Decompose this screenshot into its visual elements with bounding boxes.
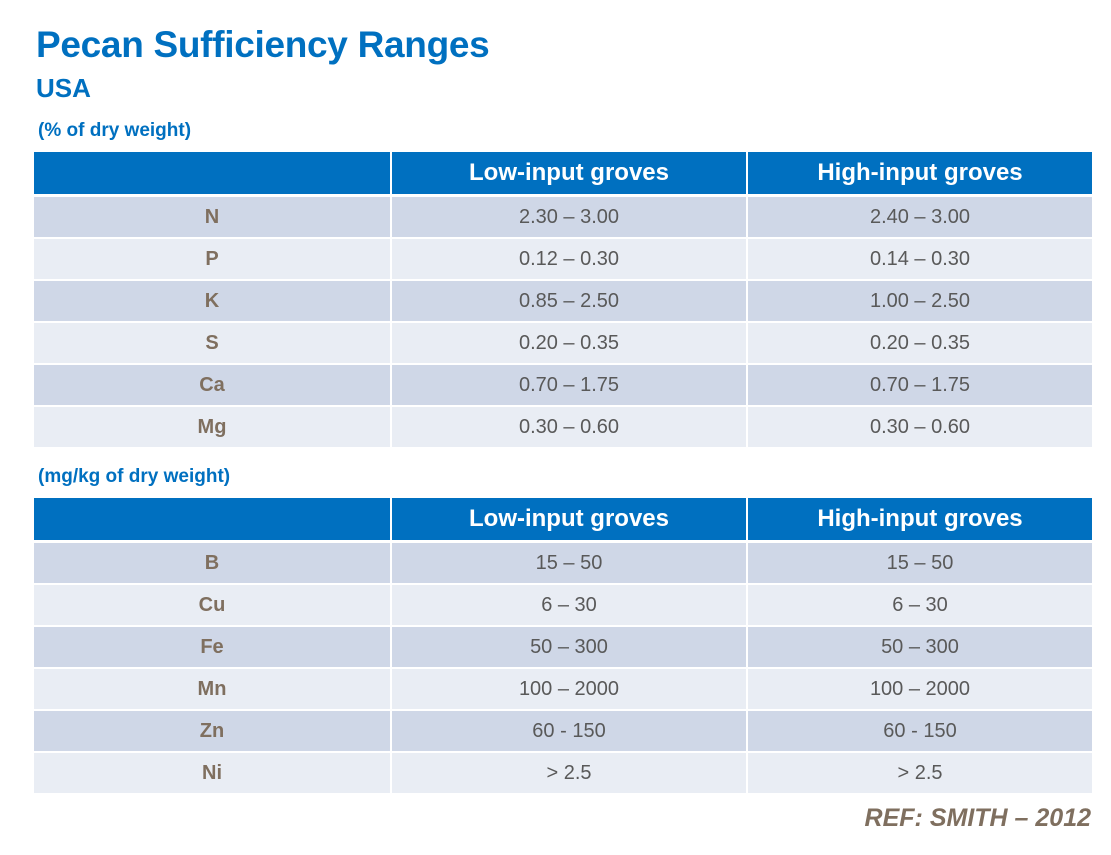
high-input-value: 50 – 300 [746,627,1092,669]
page-subtitle: USA [36,73,91,103]
table1-unit-label: (% of dry weight) [38,120,192,141]
table-row: Ni > 2.5 > 2.5 [34,753,1092,795]
table-row: P 0.12 – 0.30 0.14 – 0.30 [34,239,1092,281]
low-input-value: 0.20 – 0.35 [390,323,746,365]
high-input-value: 60 - 150 [746,711,1092,753]
high-input-value: 2.40 – 3.00 [746,197,1092,239]
header-high-input: High-input groves [746,152,1092,197]
high-input-value: 0.20 – 0.35 [746,323,1092,365]
low-input-value: 100 – 2000 [390,669,746,711]
page-title: Pecan Sufficiency Ranges [36,24,490,65]
header-nutrient [34,498,390,543]
table-row: B 15 – 50 15 – 50 [34,543,1092,585]
low-input-value: 0.70 – 1.75 [390,365,746,407]
nutrient-cell: Fe [34,627,390,669]
nutrient-cell: Cu [34,585,390,627]
low-input-value: > 2.5 [390,753,746,795]
high-input-value: 100 – 2000 [746,669,1092,711]
header-nutrient [34,152,390,197]
reference-citation: REF: SMITH – 2012 [864,804,1091,832]
percent-dry-weight-table: Low-input groves High-input groves N 2.3… [34,152,1092,449]
nutrient-cell: N [34,197,390,239]
low-input-value: 2.30 – 3.00 [390,197,746,239]
high-input-value: 0.14 – 0.30 [746,239,1092,281]
low-input-value: 60 - 150 [390,711,746,753]
table-row: Zn 60 - 150 60 - 150 [34,711,1092,753]
table2-unit-label: (mg/kg of dry weight) [38,466,231,487]
table-header-row: Low-input groves High-input groves [34,498,1092,543]
low-input-value: 0.85 – 2.50 [390,281,746,323]
header-low-input: Low-input groves [390,152,746,197]
table-row: Fe 50 – 300 50 – 300 [34,627,1092,669]
table-row: Ca 0.70 – 1.75 0.70 – 1.75 [34,365,1092,407]
low-input-value: 0.30 – 0.60 [390,407,746,449]
high-input-value: 0.70 – 1.75 [746,365,1092,407]
header-high-input: High-input groves [746,498,1092,543]
mg-per-kg-dry-weight-table: Low-input groves High-input groves B 15 … [34,498,1092,795]
table-row: S 0.20 – 0.35 0.20 – 0.35 [34,323,1092,365]
low-input-value: 6 – 30 [390,585,746,627]
nutrient-cell: K [34,281,390,323]
low-input-value: 15 – 50 [390,543,746,585]
nutrient-cell: S [34,323,390,365]
nutrient-cell: B [34,543,390,585]
high-input-value: 6 – 30 [746,585,1092,627]
nutrient-cell: Ni [34,753,390,795]
high-input-value: 0.30 – 0.60 [746,407,1092,449]
nutrient-cell: Zn [34,711,390,753]
table-row: N 2.30 – 3.00 2.40 – 3.00 [34,197,1092,239]
low-input-value: 0.12 – 0.30 [390,239,746,281]
table-row: K 0.85 – 2.50 1.00 – 2.50 [34,281,1092,323]
nutrient-cell: Ca [34,365,390,407]
table-row: Cu 6 – 30 6 – 30 [34,585,1092,627]
header-low-input: Low-input groves [390,498,746,543]
table-row: Mg 0.30 – 0.60 0.30 – 0.60 [34,407,1092,449]
low-input-value: 50 – 300 [390,627,746,669]
nutrient-cell: Mn [34,669,390,711]
nutrient-cell: Mg [34,407,390,449]
high-input-value: 1.00 – 2.50 [746,281,1092,323]
table-row: Mn 100 – 2000 100 – 2000 [34,669,1092,711]
nutrient-cell: P [34,239,390,281]
table-header-row: Low-input groves High-input groves [34,152,1092,197]
high-input-value: > 2.5 [746,753,1092,795]
high-input-value: 15 – 50 [746,543,1092,585]
